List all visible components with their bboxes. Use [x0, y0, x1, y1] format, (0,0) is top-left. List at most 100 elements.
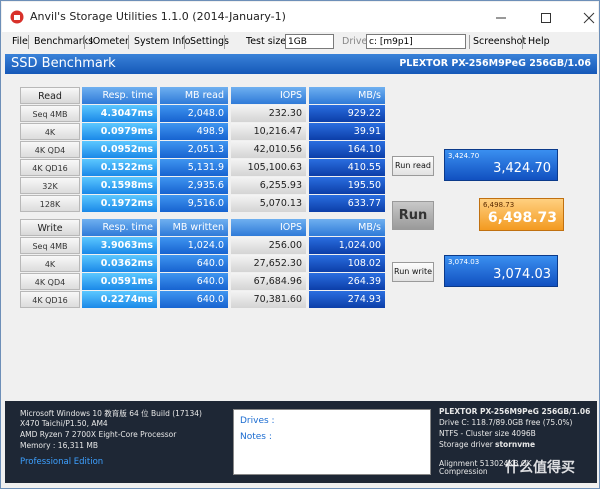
window-title: Anvil's Storage Utilities 1.1.0 (2014-Ja…	[30, 10, 286, 23]
menu-item[interactable]: Settings	[190, 36, 229, 47]
result-cell: 0.1522ms	[82, 159, 157, 176]
result-cell: 3.9063ms	[82, 237, 157, 254]
test-size-label: Test size	[246, 36, 287, 47]
column-header: Resp. time	[82, 219, 157, 236]
menu-separator	[522, 35, 523, 49]
result-cell: 0.0362ms	[82, 255, 157, 272]
result-cell: 232.30	[231, 105, 306, 122]
result-cell: 1,024.0	[160, 237, 228, 254]
result-cell: 2,048.0	[160, 105, 228, 122]
result-cell: 5,070.13	[231, 195, 306, 212]
benchmark-header: SSD Benchmark PLEXTOR PX-256M9PeG 256GB/…	[5, 54, 597, 74]
row-label: 4K QD4	[20, 141, 80, 158]
result-cell: 929.22	[309, 105, 385, 122]
result-cell: 633.77	[309, 195, 385, 212]
write-score-small: 3,074.03	[448, 258, 480, 266]
drive-label: Drive	[342, 36, 368, 47]
result-cell: 0.1972ms	[82, 195, 157, 212]
result-cell: 640.0	[160, 291, 228, 308]
result-cell: 0.0952ms	[82, 141, 157, 158]
result-cell: 6,255.93	[231, 177, 306, 194]
result-cell: 0.0591ms	[82, 273, 157, 290]
result-cell: 640.0	[160, 273, 228, 290]
row-label: 4K QD16	[20, 291, 80, 308]
result-cell: 105,100.63	[231, 159, 306, 176]
result-cell: 410.55	[309, 159, 385, 176]
column-header: MB/s	[309, 219, 385, 236]
total-score-value: 6,498.73	[487, 210, 557, 226]
result-cell: 4.3047ms	[82, 105, 157, 122]
notes-label: Notes :	[240, 432, 272, 442]
result-cell: 108.02	[309, 255, 385, 272]
menu-item[interactable]: IOmeter	[90, 36, 129, 47]
menu-bar: File Benchmarks IOmeter System Info Settings…	[2, 32, 598, 52]
result-cell: 0.2274ms	[82, 291, 157, 308]
row-label: 4K QD4	[20, 273, 80, 290]
drive-combo[interactable]: c: [m9p1]	[366, 34, 466, 49]
results-area: Read Resp. time MB read IOPS MB/s Seq 4MB 4.30…	[1, 1, 599, 399]
column-header: IOPS	[231, 87, 306, 104]
result-cell: 70,381.60	[231, 291, 306, 308]
result-cell: 0.0979ms	[82, 123, 157, 140]
drives-label: Drives :	[240, 416, 275, 426]
result-cell: 5,131.9	[160, 159, 228, 176]
drive-info-line: Drive C: 118.7/89.0GB free (75.0%)	[439, 418, 573, 427]
menu-item[interactable]: Screenshot	[473, 36, 527, 47]
write-score-value: 3,074.03	[493, 267, 551, 282]
row-label: 4K	[20, 255, 80, 272]
row-label: 32K	[20, 177, 80, 194]
read-score: 3,424.70 3,424.70	[444, 149, 558, 181]
drive-info-line: NTFS - Cluster size 4096B	[439, 429, 536, 438]
notes-box: Drives : Notes :	[233, 409, 431, 475]
result-cell: 39.91	[309, 123, 385, 140]
system-info-line: X470 Taichi/P1.50, AM4	[20, 419, 108, 428]
run-write-button[interactable]: Run write	[392, 262, 434, 282]
result-cell: 274.93	[309, 291, 385, 308]
result-cell: 10,216.47	[231, 123, 306, 140]
menu-item[interactable]: File	[12, 36, 28, 47]
header-title: SSD Benchmark	[11, 56, 116, 71]
result-cell: 498.9	[160, 123, 228, 140]
result-cell: 2,935.6	[160, 177, 228, 194]
system-info-line: Microsoft Windows 10 教育版 64 位 Build (171…	[20, 409, 202, 418]
header-device: PLEXTOR PX-256M9PeG 256GB/1.06	[399, 58, 591, 69]
title-bar: Anvil's Storage Utilities 1.1.0 (2014-Ja…	[2, 2, 598, 32]
menu-separator	[224, 35, 225, 49]
menu-separator	[84, 35, 85, 49]
menu-item[interactable]: Benchmarks	[34, 36, 94, 47]
write-score: 3,074.03 3,074.03	[444, 255, 558, 287]
column-header: MB written	[160, 219, 228, 236]
result-cell: 640.0	[160, 255, 228, 272]
total-score-small: 6,498.73	[483, 201, 515, 209]
result-cell: 0.1598ms	[82, 177, 157, 194]
result-cell: 9,516.0	[160, 195, 228, 212]
watermark: 什么值得买	[505, 460, 575, 476]
result-cell: 67,684.96	[231, 273, 306, 290]
column-header: MB read	[160, 87, 228, 104]
menu-item[interactable]: Help	[528, 36, 550, 47]
run-read-button[interactable]: Run read	[392, 156, 434, 176]
result-cell: 42,010.56	[231, 141, 306, 158]
result-cell: 2,051.3	[160, 141, 228, 158]
row-label: Seq 4MB	[20, 237, 80, 254]
read-score-value: 3,424.70	[493, 161, 551, 176]
result-cell: 195.50	[309, 177, 385, 194]
result-cell: 27,652.30	[231, 255, 306, 272]
system-info-line: Memory : 16,311 MB	[20, 441, 99, 450]
run-button[interactable]: Run	[392, 201, 434, 230]
column-header: Write	[20, 219, 80, 236]
driver-label: Storage driver	[439, 440, 493, 449]
app-icon	[10, 10, 24, 24]
test-size-combo[interactable]: 1GB	[285, 34, 334, 49]
column-header: Resp. time	[82, 87, 157, 104]
menu-separator	[184, 35, 185, 49]
menu-separator	[128, 35, 129, 49]
drive-model: PLEXTOR PX-256M9PeG 256GB/1.06	[439, 407, 591, 416]
window-controls[interactable]	[496, 12, 596, 24]
footer-panel: Drives : Notes : Professional Edition PL…	[5, 401, 597, 483]
row-label: 128K	[20, 195, 80, 212]
menu-separator	[28, 35, 29, 49]
compression: Compression	[439, 467, 488, 476]
column-header: MB/s	[309, 87, 385, 104]
menu-item[interactable]: System Info	[134, 36, 191, 47]
